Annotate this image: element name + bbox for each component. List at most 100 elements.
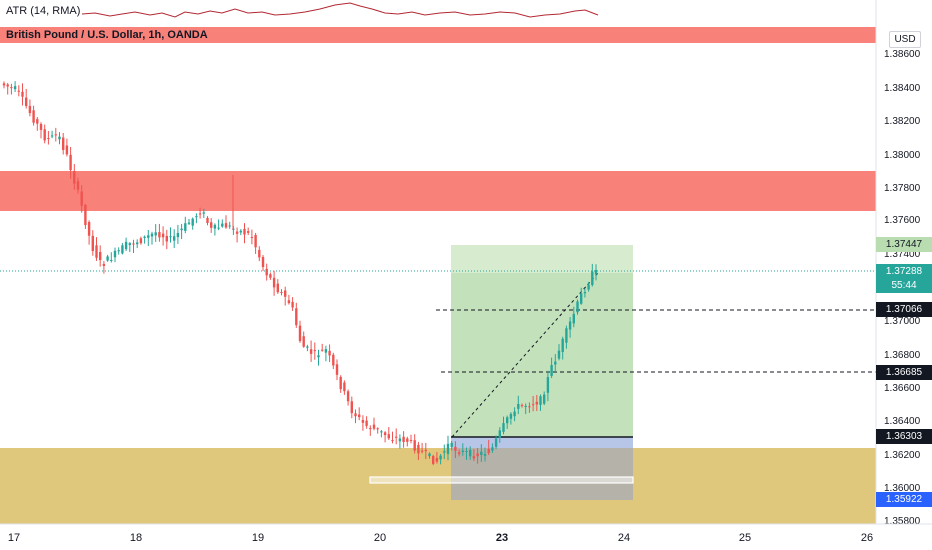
white-box-rect[interactable] xyxy=(369,476,634,484)
candle-body xyxy=(354,413,357,417)
chart-plot[interactable] xyxy=(0,27,932,524)
resistance-zone-mid xyxy=(0,171,876,211)
candle-body xyxy=(99,251,102,261)
candle-body xyxy=(128,243,131,246)
level2-price-marker: 1.36685 xyxy=(876,365,932,380)
time-tick-label: 26 xyxy=(861,532,873,544)
candle-body xyxy=(91,235,94,251)
time-tick-label: 18 xyxy=(130,532,142,544)
candle-body xyxy=(498,430,501,438)
candle-body xyxy=(36,119,39,124)
candle-body xyxy=(295,308,298,326)
resistance-zone-top xyxy=(0,27,932,43)
candle-body xyxy=(524,405,527,407)
candle-body xyxy=(150,233,154,237)
candle-body xyxy=(339,376,342,390)
candle-body xyxy=(95,245,98,258)
candle-body xyxy=(572,313,575,324)
candle-body xyxy=(346,391,350,402)
candle-body xyxy=(254,235,257,248)
candle-body xyxy=(432,455,435,464)
price-tick-label: 1.37600 xyxy=(884,215,921,226)
candles-group xyxy=(2,81,598,466)
target-price-marker: 1.37447 xyxy=(876,237,932,252)
candle-body xyxy=(6,84,9,87)
candle-body xyxy=(328,350,331,356)
candle-body xyxy=(291,301,294,308)
candle-body xyxy=(454,446,457,451)
candle-body xyxy=(594,269,598,275)
candle-body xyxy=(446,443,450,454)
candle-body xyxy=(121,245,124,254)
candle-body xyxy=(132,243,135,245)
candle-body xyxy=(413,440,416,451)
entry-price-marker: 1.36303 xyxy=(876,429,932,444)
currency-button[interactable]: USD xyxy=(889,31,921,48)
candle-body xyxy=(13,86,17,90)
candle-body xyxy=(506,417,509,424)
price-tick-label: 1.35800 xyxy=(884,516,921,527)
candle-body xyxy=(210,222,213,228)
candle-body xyxy=(65,145,69,155)
candle-body xyxy=(224,223,228,228)
candle-body xyxy=(535,401,538,405)
candle-body xyxy=(343,382,346,392)
price-tick-label: 1.38200 xyxy=(884,116,921,127)
candle-body xyxy=(221,223,224,227)
candle-body xyxy=(565,328,568,343)
entry-band xyxy=(451,437,633,448)
candle-body xyxy=(557,350,561,359)
candle-body xyxy=(435,457,439,462)
candle-body xyxy=(306,346,309,348)
price-tick-label: 1.36400 xyxy=(884,416,921,427)
candle-body xyxy=(365,420,368,426)
candle-body xyxy=(420,450,424,452)
time-tick-label: 23 xyxy=(496,532,508,544)
candle-body xyxy=(102,263,106,266)
price-tick-label: 1.36000 xyxy=(884,483,921,494)
indicator-label[interactable]: ATR (14, RMA) xyxy=(6,5,81,17)
candle-body xyxy=(568,321,572,330)
candle-body xyxy=(539,396,542,405)
candle-body xyxy=(476,453,479,457)
price-axis-bg[interactable] xyxy=(876,0,932,524)
stop-price-marker: 1.35922 xyxy=(876,492,932,507)
candle-body xyxy=(380,431,383,433)
candle-body xyxy=(546,377,550,393)
symbol-title[interactable]: British Pound / U.S. Dollar, 1h, OANDA xyxy=(6,29,208,41)
candle-body xyxy=(39,123,43,130)
candle-body xyxy=(243,228,246,235)
candle-body xyxy=(309,349,313,354)
candle-body xyxy=(73,171,76,184)
price-axis-ticks: 1.38600 1.38400 1.38200 1.38000 1.37800 1.376… xyxy=(884,49,921,527)
candle-body xyxy=(47,138,50,140)
candle-body xyxy=(550,365,553,376)
candle-body xyxy=(235,231,239,234)
price-tick-label: 1.38400 xyxy=(884,83,921,94)
profit-area[interactable] xyxy=(451,245,633,437)
time-tick-label: 20 xyxy=(374,532,386,544)
candle-body xyxy=(358,414,361,418)
current-price-marker: 1.37288 xyxy=(876,264,932,279)
candle-body xyxy=(461,450,464,453)
candle-body xyxy=(25,97,28,107)
candle-body xyxy=(21,91,24,97)
candle-body xyxy=(502,423,505,432)
candle-body xyxy=(317,355,320,358)
candle-body xyxy=(391,440,394,442)
candle-body xyxy=(265,268,268,276)
candle-body xyxy=(395,436,398,438)
candle-body xyxy=(2,83,6,86)
candle-body xyxy=(520,405,524,407)
candle-body xyxy=(369,427,372,430)
price-tick-label: 1.36800 xyxy=(884,350,921,361)
candle-body xyxy=(106,256,109,261)
candle-body xyxy=(417,444,420,454)
candle-body xyxy=(113,250,117,258)
candle-body xyxy=(84,204,87,226)
time-axis-ticks: 17 18 19 20 23 24 25 26 xyxy=(8,532,873,544)
candle-body xyxy=(321,349,324,351)
time-tick-label: 19 xyxy=(252,532,264,544)
price-tick-label: 1.37000 xyxy=(884,316,921,327)
price-tick-label: 1.37400 xyxy=(884,249,921,260)
